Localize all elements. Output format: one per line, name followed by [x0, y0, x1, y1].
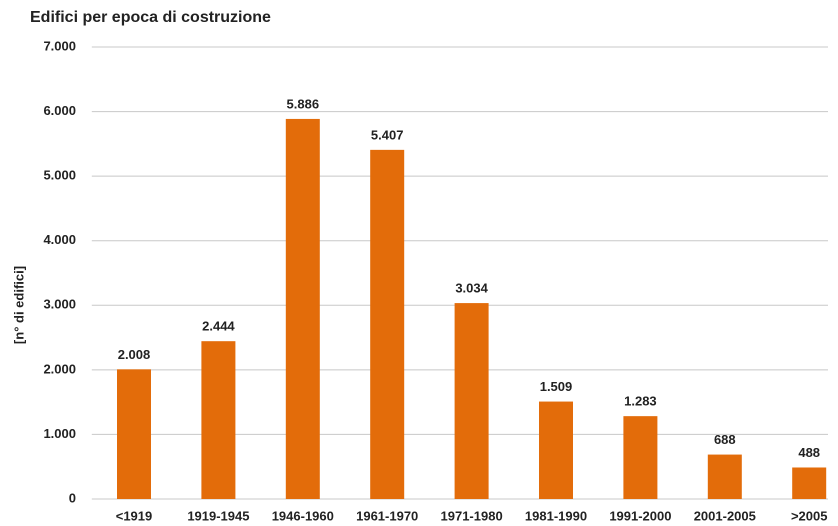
value-label: 2.444 — [202, 319, 235, 334]
y-tick-label: 7.000 — [43, 38, 76, 53]
bar — [623, 416, 658, 499]
bar — [792, 467, 827, 499]
bar — [370, 149, 405, 499]
value-label: 1.509 — [540, 379, 573, 394]
y-tick-label: 3.000 — [43, 297, 76, 312]
bar — [285, 118, 320, 500]
value-label: 5.407 — [371, 127, 404, 142]
x-tick-label: 1981-1990 — [525, 508, 587, 523]
y-axis-label: [n° di edifici] — [11, 266, 26, 344]
value-label: 3.034 — [455, 281, 488, 296]
bar — [707, 454, 742, 499]
x-tick-label: 1946-1960 — [272, 508, 334, 523]
x-tick-label: 2001-2005 — [694, 508, 756, 523]
y-tick-label: 5.000 — [43, 168, 76, 183]
y-tick-label: 0 — [69, 490, 76, 505]
value-label: 688 — [714, 432, 736, 447]
x-tick-label: 1991-2000 — [609, 508, 671, 523]
x-tick-label: 1971-1980 — [441, 508, 503, 523]
chart-title: Edifici per epoca di costruzione — [30, 9, 271, 26]
value-label: 2.008 — [118, 347, 151, 362]
bar — [454, 303, 489, 499]
x-tick-label: 1919-1945 — [187, 508, 249, 523]
value-label: 488 — [798, 445, 820, 460]
x-tick-label: 1961-1970 — [356, 508, 418, 523]
bar — [201, 341, 236, 499]
x-tick-label: >2005 — [791, 508, 828, 523]
value-label: 1.283 — [624, 394, 657, 409]
bar — [117, 369, 151, 499]
y-tick-label: 6.000 — [43, 103, 76, 118]
y-tick-label: 4.000 — [43, 232, 76, 247]
y-tick-label: 2.000 — [43, 361, 76, 376]
value-label: 5.886 — [287, 96, 320, 111]
x-tick-label: <1919 — [116, 508, 153, 523]
bar — [539, 401, 573, 499]
y-tick-label: 1.000 — [43, 426, 76, 441]
